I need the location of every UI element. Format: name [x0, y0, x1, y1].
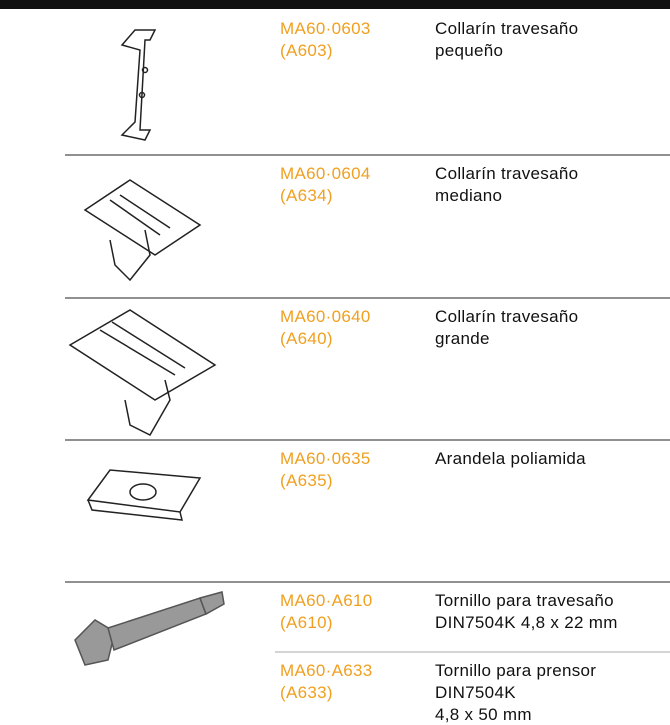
item-code: MA60·A610	[280, 591, 373, 610]
item-alt-code: (A633)	[280, 683, 333, 702]
item-code: MA60·0604	[280, 164, 371, 183]
item-alt-code: (A603)	[280, 41, 333, 60]
item-alt-code: (A635)	[280, 471, 333, 490]
item-description: 4,8 x 50 mm	[435, 705, 532, 724]
item-description: mediano	[435, 186, 503, 205]
item-description: Collarín travesaño	[435, 307, 579, 326]
item-code: MA60·A633	[280, 661, 373, 680]
item-description: Arandela poliamida	[435, 449, 586, 468]
item-description: grande	[435, 329, 490, 348]
item-alt-code: (A640)	[280, 329, 333, 348]
item-description: DIN7504K 4,8 x 22 mm	[435, 613, 618, 632]
item-description: Tornillo para prensor	[435, 661, 597, 680]
item-alt-code: (A634)	[280, 186, 333, 205]
item-description: Tornillo para travesaño	[435, 591, 614, 610]
item-description: Collarín travesaño	[435, 19, 579, 38]
item-description: pequeño	[435, 41, 504, 60]
item-description: Collarín travesaño	[435, 164, 579, 183]
item-code: MA60·0635	[280, 449, 371, 468]
item-code: MA60·0640	[280, 307, 371, 326]
item-code: MA60·0603	[280, 19, 371, 38]
item-alt-code: (A610)	[280, 613, 333, 632]
item-description: DIN7504K	[435, 683, 516, 702]
